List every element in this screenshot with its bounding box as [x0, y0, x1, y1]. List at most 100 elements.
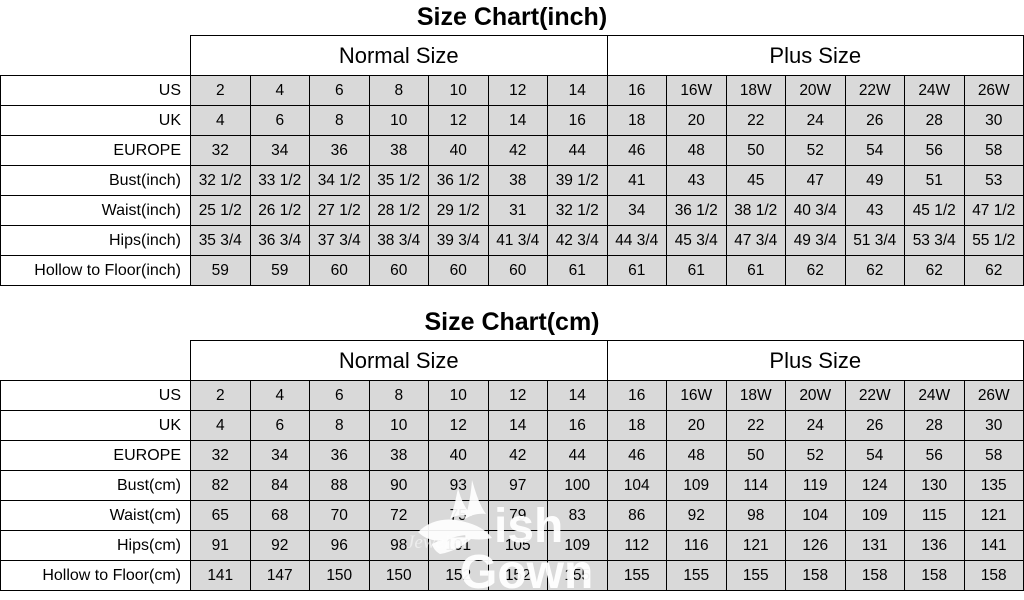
row-label-europe: EUROPE [0, 135, 191, 166]
table-cell: 26 [844, 105, 905, 136]
table-row: UK 4 6 8 10 12 14 16 18 20 22 24 26 28 30 [0, 105, 1024, 136]
size-table-inch: Normal Size Plus Size US 2 4 6 8 10 12 14 16 16W 18W… [0, 35, 1024, 286]
table-cell: 33 1/2 [249, 165, 310, 196]
table-cell: 61 [725, 255, 786, 286]
table-cell: 4 [249, 380, 310, 411]
row-label-hollow-to-floor-cm: Hollow to Floor(cm) [0, 560, 191, 591]
table-cell: 75 [428, 500, 489, 531]
table-cell: 14 [487, 410, 548, 441]
table-cell: 150 [368, 560, 429, 591]
table-cell: 98 [368, 530, 429, 561]
row-label-us: US [0, 380, 191, 411]
group-header-row: Normal Size Plus Size [0, 35, 1024, 76]
table-cell: 20 [666, 410, 727, 441]
table-cell: 43 [844, 195, 905, 226]
table-cell: 55 1/2 [963, 225, 1024, 256]
table-cell: 28 1/2 [368, 195, 429, 226]
table-corner-blank [0, 340, 191, 381]
table-cell: 36 3/4 [249, 225, 310, 256]
table-cell: 105 [487, 530, 548, 561]
table-cell: 41 3/4 [487, 225, 548, 256]
table-cell: 42 [487, 135, 548, 166]
table-cell: 39 3/4 [428, 225, 489, 256]
table-cell: 6 [249, 410, 310, 441]
row-label-us: US [0, 75, 191, 106]
table-cell: 36 [309, 440, 370, 471]
table-cell: 48 [666, 135, 727, 166]
table-row: Waist(cm) 65 68 70 72 75 79 83 86 92 98 104 109 115 12… [0, 500, 1024, 531]
size-table-cm-body: Normal Size Plus Size US 2 4 6 8 10 12 14 16 16W 18W… [0, 340, 1024, 591]
row-label-hips-inch: Hips(inch) [0, 225, 191, 256]
table-cell: 65 [190, 500, 251, 531]
table-cell: 14 [487, 105, 548, 136]
table-cell: 16 [547, 410, 608, 441]
table-cell: 30 [963, 105, 1024, 136]
table-cell: 34 [249, 440, 310, 471]
table-cell: 45 1/2 [904, 195, 965, 226]
table-cell: 92 [249, 530, 310, 561]
table-cell: 60 [487, 255, 548, 286]
table-cell: 136 [904, 530, 965, 561]
table-cell: 60 [309, 255, 370, 286]
table-cell: 44 3/4 [606, 225, 667, 256]
table-cell: 22W [844, 380, 905, 411]
table-cell: 126 [785, 530, 846, 561]
table-cell: 45 3/4 [666, 225, 727, 256]
table-cell: 51 3/4 [844, 225, 905, 256]
table-cell: 40 3/4 [785, 195, 846, 226]
table-cell: 22 [725, 410, 786, 441]
table-cell: 42 [487, 440, 548, 471]
table-cell: 158 [963, 560, 1024, 591]
table-row: Hollow to Floor(cm) 141 147 150 150 152 152 155… [0, 560, 1024, 591]
table-cell: 35 3/4 [190, 225, 251, 256]
table-cell: 158 [904, 560, 965, 591]
table-cell: 41 [606, 165, 667, 196]
table-cell: 22W [844, 75, 905, 106]
table-cell: 8 [309, 410, 370, 441]
row-label-hollow-to-floor-inch: Hollow to Floor(inch) [0, 255, 191, 286]
table-cell: 158 [785, 560, 846, 591]
table-cell: 141 [963, 530, 1024, 561]
row-label-europe: EUROPE [0, 440, 191, 471]
table-cell: 152 [487, 560, 548, 591]
table-cell: 26W [963, 380, 1024, 411]
table-cell: 20 [666, 105, 727, 136]
table-cell: 10 [428, 380, 489, 411]
table-cell: 24W [904, 75, 965, 106]
table-cell: 92 [666, 500, 727, 531]
table-cell: 155 [547, 560, 608, 591]
table-row: US 2 4 6 8 10 12 14 16 16W 18W 20W 22W 24W 26W [0, 75, 1024, 106]
table-cell: 24 [785, 410, 846, 441]
table-cell: 32 1/2 [547, 195, 608, 226]
table-cell: 44 [547, 440, 608, 471]
table-cell: 6 [249, 105, 310, 136]
table-cell: 8 [309, 105, 370, 136]
size-table-inch-body: Normal Size Plus Size US 2 4 6 8 10 12 14 16 16W 18W… [0, 35, 1024, 286]
table-cell: 58 [963, 135, 1024, 166]
table-cell: 24W [904, 380, 965, 411]
table-gap-divider [0, 286, 1024, 305]
table-cell: 83 [547, 500, 608, 531]
table-cell: 121 [963, 500, 1024, 531]
table-cell: 53 3/4 [904, 225, 965, 256]
table-cell: 12 [428, 410, 489, 441]
table-cell: 158 [844, 560, 905, 591]
table-cell: 150 [309, 560, 370, 591]
table-cell: 130 [904, 470, 965, 501]
table-cell: 10 [368, 410, 429, 441]
table-cell: 155 [725, 560, 786, 591]
table-cell: 6 [309, 75, 370, 106]
table-cell: 16 [606, 75, 667, 106]
table-cell: 97 [487, 470, 548, 501]
table-cell: 61 [606, 255, 667, 286]
table-cell: 88 [309, 470, 370, 501]
table-cell: 32 [190, 135, 251, 166]
table-cell: 46 [606, 135, 667, 166]
table-cell: 91 [190, 530, 251, 561]
table-cell: 50 [725, 440, 786, 471]
table-cell: 18W [725, 75, 786, 106]
table-cell: 49 3/4 [785, 225, 846, 256]
table-cell: 48 [666, 440, 727, 471]
table-cell: 34 [606, 195, 667, 226]
table-cell: 47 [785, 165, 846, 196]
